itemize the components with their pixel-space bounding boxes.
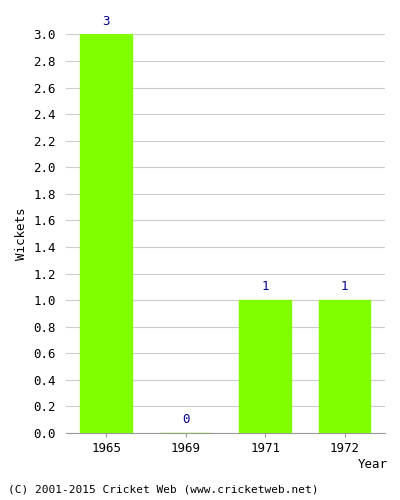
Bar	[80, 34, 132, 433]
Bar	[239, 300, 291, 433]
Text: 1: 1	[261, 280, 269, 293]
Text: 3: 3	[102, 15, 110, 28]
Y-axis label: Wickets: Wickets	[15, 208, 28, 260]
Text: (C) 2001-2015 Cricket Web (www.cricketweb.net): (C) 2001-2015 Cricket Web (www.cricketwe…	[8, 485, 318, 495]
Bar	[319, 300, 370, 433]
Text: 0: 0	[182, 414, 189, 426]
Text: 1: 1	[341, 280, 348, 293]
Text: Year: Year	[358, 458, 388, 470]
